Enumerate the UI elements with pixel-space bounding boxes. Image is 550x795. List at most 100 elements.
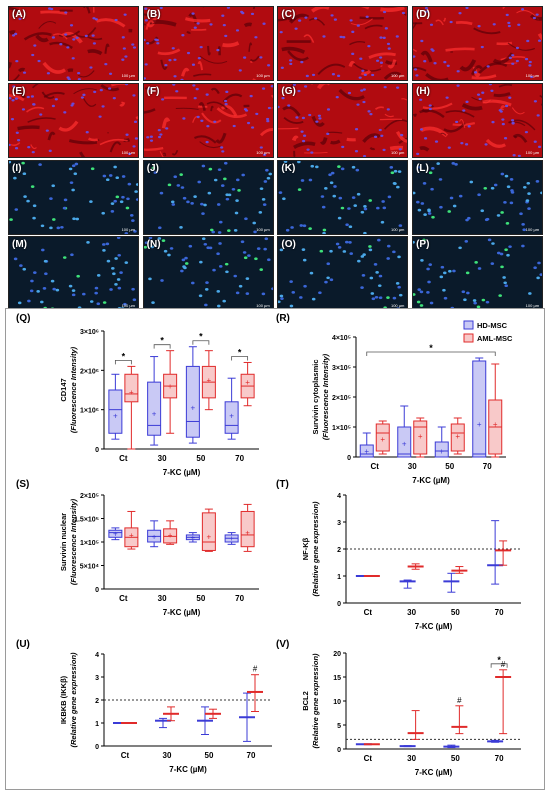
- panel-label: (T): [276, 479, 289, 490]
- y-tick-label: 5×10⁴: [80, 564, 100, 571]
- mean-marker: +: [402, 440, 407, 449]
- y-axis-label-line: (Fluorescence Intensity): [69, 346, 78, 433]
- micrograph-image: [143, 161, 273, 234]
- legend-swatch: [463, 333, 474, 343]
- box: [124, 373, 139, 403]
- scale-bar-label: 100 µm: [525, 73, 540, 78]
- micrograph-tile: (B) 100 µm: [142, 6, 274, 81]
- mean-marker: +: [207, 532, 212, 541]
- y-tick-label: 10: [333, 699, 341, 706]
- micrograph-tile: (I) 100 µm: [8, 160, 139, 235]
- scale-bar-label: 100 µm: [121, 227, 135, 232]
- scale-bar-label: 100 µm: [525, 150, 540, 155]
- panel-label: (S): [16, 479, 29, 490]
- y-tick-label: 0: [337, 601, 341, 608]
- mean-marker: +: [455, 432, 460, 441]
- y-axis-label-line: (Fluorescence Intensity): [321, 353, 330, 440]
- box: [397, 426, 412, 458]
- micrograph-label: (N): [146, 239, 161, 250]
- x-tick-label: Ct: [364, 608, 373, 617]
- box: [108, 529, 123, 538]
- y-axis-label-line: IKBKB (IKKβ): [59, 675, 68, 724]
- micrograph-tile: (H) 100 µm: [412, 83, 544, 158]
- x-tick-label: 50: [451, 608, 460, 617]
- x-tick-label: 30: [163, 751, 172, 760]
- micrograph-image: [143, 237, 273, 310]
- box: [434, 441, 449, 458]
- y-tick-label: 1×10⁵: [332, 425, 351, 432]
- y-tick-label: 0: [95, 447, 99, 454]
- significance-bracket: [231, 356, 249, 361]
- micrograph-label: (I): [12, 163, 22, 174]
- panel-label: (U): [16, 639, 30, 650]
- y-axis-label-line: (Fluorescence Intensity): [69, 498, 78, 585]
- y-tick-label: 2×10⁶: [80, 368, 99, 375]
- x-tick-label: 30: [408, 462, 417, 471]
- micrograph-image: [9, 84, 138, 157]
- micrograph-image: [9, 237, 138, 310]
- mean-marker: +: [152, 410, 157, 419]
- significance-label: *: [122, 351, 126, 361]
- x-tick-label: 50: [196, 594, 205, 603]
- mean-marker: +: [245, 529, 250, 538]
- significance-label: #: [457, 696, 462, 705]
- x-tick-label: 70: [495, 608, 504, 617]
- micrograph-image: [9, 7, 138, 80]
- micrograph-image: [278, 161, 408, 234]
- x-tick-label: 30: [158, 454, 167, 463]
- y-tick-label: 1×10⁶: [80, 408, 99, 415]
- y-axis-label-line: Survivin cytoplasmic: [311, 359, 320, 434]
- micrograph-image: [413, 7, 543, 80]
- mean-marker: +: [113, 412, 118, 421]
- x-tick-label: Ct: [364, 754, 373, 763]
- y-tick-label: 1: [337, 574, 341, 581]
- micrograph-image: [9, 161, 138, 234]
- mean-marker: +: [129, 531, 134, 540]
- x-tick-label: 50: [451, 754, 460, 763]
- micrograph-tile: (L) 100 µm: [412, 160, 544, 235]
- scale-bar-label: 100 µm: [121, 150, 135, 155]
- scale-bar-label: 100 µm: [390, 150, 405, 155]
- mean-marker: +: [477, 420, 482, 429]
- micrograph-label: (G): [281, 86, 296, 97]
- micrograph-tile: (D) 100 µm: [412, 6, 544, 81]
- panel-label: (R): [276, 313, 290, 324]
- y-tick-label: 4: [337, 493, 341, 500]
- x-axis-label: 7-KC (µM): [412, 476, 450, 485]
- panel-label: (V): [276, 639, 289, 650]
- box: [201, 512, 216, 551]
- micrograph-tile: (J) 100 µm: [142, 160, 274, 235]
- micrograph-tile: (N) 100 µm: [142, 236, 274, 311]
- mean-marker: +: [439, 447, 444, 456]
- mean-marker: +: [418, 432, 423, 441]
- micrograph-label: (B): [146, 9, 161, 20]
- scale-bar-label: 100 µm: [390, 227, 405, 232]
- y-tick-label: 1×10⁵: [80, 540, 99, 547]
- legend-swatch: [463, 320, 474, 330]
- significance-label: *: [429, 343, 433, 353]
- scale-bar-label: 100 µm: [525, 227, 540, 232]
- scale-bar-label: 100 µm: [256, 227, 270, 232]
- micrograph-image: [278, 7, 408, 80]
- legend-label: AML-MSC: [477, 334, 513, 343]
- box: [450, 423, 465, 452]
- micrograph-image: [278, 237, 408, 310]
- chart-v: (V) 0 5 10 15 20 Ct 30 50 70 7-KC (µM) BCL2(Relativ…: [276, 639, 521, 777]
- mean-marker: +: [168, 531, 173, 540]
- mean-marker: +: [168, 382, 173, 391]
- x-axis-label: 7-KC (µM): [169, 765, 207, 774]
- y-tick-label: 1: [95, 721, 99, 728]
- micrograph-label: (K): [281, 163, 296, 174]
- chart-s: (S) 0 5×10⁴ 1×10⁵ 1.5×10⁵ 2×10⁵ Ct 30 50 70 7-KC (…: [16, 479, 259, 617]
- scale-bar-label: 100 µm: [121, 303, 135, 308]
- x-tick-label: 30: [158, 594, 167, 603]
- micrograph-label: (L): [416, 163, 429, 174]
- legend-label: HD-MSC: [477, 321, 508, 330]
- box: [413, 420, 428, 455]
- y-tick-label: 0: [337, 747, 341, 754]
- micrograph-image: [413, 161, 543, 234]
- significance-label: #: [253, 665, 258, 674]
- significance-bracket: [366, 351, 496, 356]
- significance-label: *: [238, 347, 242, 357]
- y-axis-label: NF-Kβ(Relative gene expression): [301, 501, 320, 597]
